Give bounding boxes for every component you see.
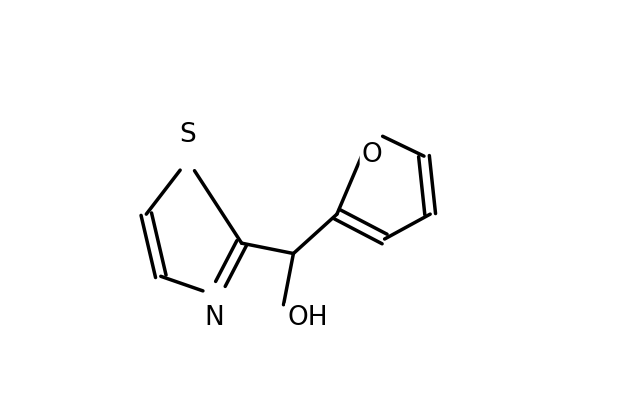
Text: OH: OH xyxy=(287,305,328,331)
Text: S: S xyxy=(179,122,196,148)
Text: O: O xyxy=(362,142,383,168)
Text: N: N xyxy=(205,305,224,331)
